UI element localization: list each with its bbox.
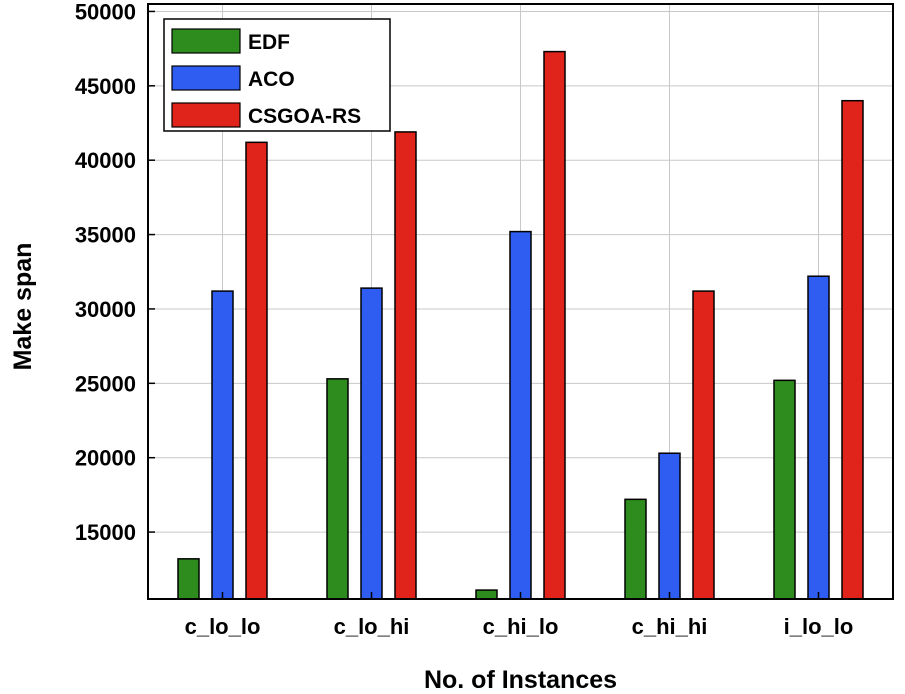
legend-swatch: [171, 102, 241, 128]
bar-edf-c-hi-hi: [624, 498, 647, 600]
legend-label: CSGOA-RS: [248, 105, 361, 128]
y-tick-label: 25000: [75, 371, 136, 396]
bar-edf-c-hi-lo: [475, 589, 498, 600]
bar-edf-c-lo-hi: [326, 378, 349, 600]
x-tick-label: c_hi_lo: [483, 614, 559, 639]
x-tick-label: i_lo_lo: [784, 614, 854, 639]
y-tick-label: 15000: [75, 520, 136, 545]
legend-swatch: [171, 65, 241, 91]
bar-csgoa-rs-c-lo-hi: [394, 131, 417, 600]
bar-csgoa-rs-i-lo-lo: [841, 99, 864, 600]
bar-aco-c-lo-lo: [211, 290, 234, 600]
legend: EDF ACO CSGOA-RS: [163, 18, 391, 132]
y-tick-label: 50000: [75, 0, 136, 24]
bars: [177, 50, 864, 600]
bar-edf-c-lo-lo: [177, 558, 200, 600]
bar-aco-i-lo-lo: [807, 275, 830, 600]
y-tick-label: 45000: [75, 74, 136, 99]
y-tick-label: 30000: [75, 297, 136, 322]
x-axis-title: No. of Instances: [424, 666, 617, 694]
bar-csgoa-rs-c-lo-lo: [245, 141, 268, 600]
bar-csgoa-rs-c-hi-lo: [543, 50, 566, 600]
y-axis-ticks: 15000 20000 25000 30000 35000 40000 45000 50000: [75, 0, 155, 545]
bar-aco-c-hi-hi: [658, 452, 681, 600]
y-tick-label: 40000: [75, 148, 136, 173]
y-axis-title: Make span: [9, 243, 37, 371]
bar-edf-i-lo-lo: [773, 379, 796, 600]
x-tick-label: c_lo_lo: [185, 614, 261, 639]
x-tick-label: c_lo_hi: [334, 614, 410, 639]
bar-csgoa-rs-c-hi-hi: [692, 290, 715, 600]
y-tick-label: 35000: [75, 223, 136, 248]
bar-aco-c-hi-lo: [509, 230, 532, 600]
legend-label: EDF: [248, 31, 290, 54]
bar-aco-c-lo-hi: [360, 287, 383, 600]
legend-swatch: [171, 28, 241, 54]
x-tick-label: c_hi_hi: [632, 614, 708, 639]
y-tick-label: 20000: [75, 446, 136, 471]
legend-label: ACO: [248, 68, 295, 91]
x-axis-ticks: c_lo_lo c_lo_hi c_hi_lo c_hi_hi i_lo_lo: [185, 592, 854, 639]
